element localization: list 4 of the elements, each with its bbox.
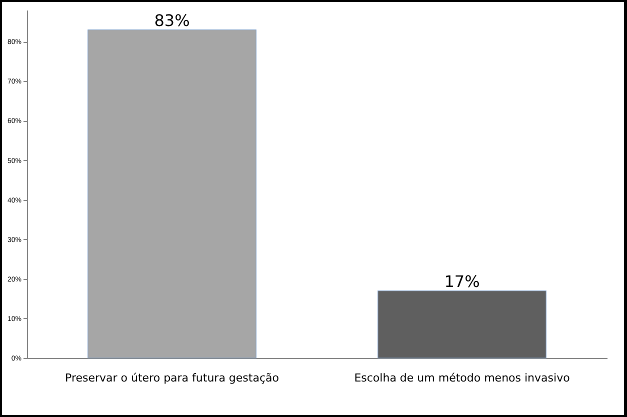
x-tick-label: Preservar o útero para futura gestação xyxy=(65,372,280,384)
data-label: 17% xyxy=(444,272,480,291)
data-label: 83% xyxy=(154,10,190,30)
x-tick-label: Escolha de um método menos invasivo xyxy=(354,372,570,384)
